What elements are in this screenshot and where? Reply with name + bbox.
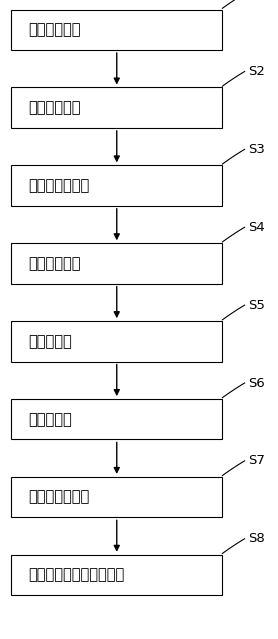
Text: S2: S2 (248, 65, 265, 78)
Text: S8: S8 (248, 532, 265, 545)
Bar (11, 10, 222, 50)
Text: 待测样品磨制: 待测样品磨制 (28, 22, 80, 37)
Bar (11, 555, 222, 596)
Bar (11, 243, 222, 284)
Text: S4: S4 (248, 220, 265, 234)
Text: 校准样品的制备: 校准样品的制备 (28, 178, 89, 193)
Bar (11, 321, 222, 362)
Bar (11, 477, 222, 518)
Text: 校准曲线的建立: 校准曲线的建立 (28, 489, 89, 505)
Text: 添加脱模剂: 添加脱模剂 (28, 334, 71, 349)
Text: S7: S7 (248, 454, 265, 467)
Bar (11, 88, 222, 128)
Text: 熔样炉加热: 熔样炉加热 (28, 412, 71, 427)
Text: 待测样品试片元素的测定: 待测样品试片元素的测定 (28, 567, 124, 583)
Text: 校准样品试片: 校准样品试片 (28, 256, 80, 271)
Text: S5: S5 (248, 298, 265, 312)
Text: 待测样品试片: 待测样品试片 (28, 100, 80, 115)
Bar (11, 166, 222, 206)
Text: S3: S3 (248, 143, 265, 156)
Text: S6: S6 (248, 376, 265, 390)
Bar (11, 399, 222, 440)
